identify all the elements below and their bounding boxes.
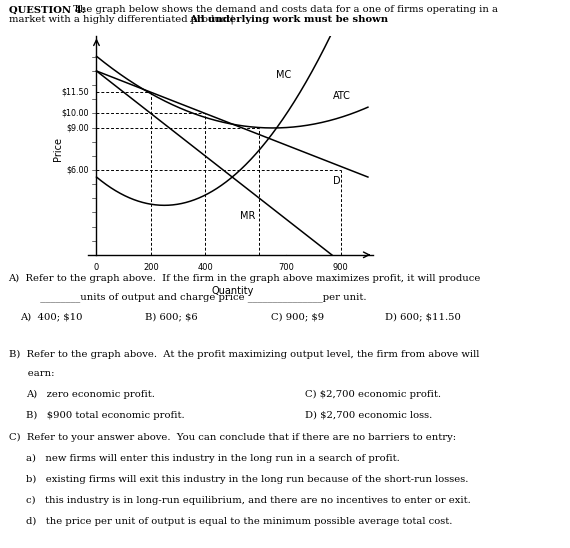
Text: d)   the price per unit of output is equal to the minimum possible average total: d) the price per unit of output is equal… xyxy=(26,517,452,526)
Text: 700: 700 xyxy=(279,263,295,272)
Text: C)  Refer to your answer above.  You can conclude that if there are no barriers : C) Refer to your answer above. You can c… xyxy=(9,433,455,442)
Text: c)   this industry is in long-run equilibrium, and there are no incentives to en: c) this industry is in long-run equilibr… xyxy=(26,496,470,505)
Text: ATC: ATC xyxy=(333,92,351,101)
Text: B)  Refer to the graph above.  At the profit maximizing output level, the firm f: B) Refer to the graph above. At the prof… xyxy=(9,350,479,359)
Text: $11.50: $11.50 xyxy=(61,88,89,96)
Text: C) $2,700 economic profit.: C) $2,700 economic profit. xyxy=(305,390,441,399)
Text: ________units of output and charge price _______________per unit.: ________units of output and charge price… xyxy=(9,293,366,302)
Text: B)   $900 total economic profit.: B) $900 total economic profit. xyxy=(26,410,184,420)
Text: 400: 400 xyxy=(197,263,213,272)
Text: 0: 0 xyxy=(94,263,99,272)
Text: D) $2,700 economic loss.: D) $2,700 economic loss. xyxy=(305,410,432,419)
Text: A)  Refer to the graph above.  If the firm in the graph above maximizes profit, : A) Refer to the graph above. If the firm… xyxy=(9,274,481,283)
Text: All underlying work must be shown: All underlying work must be shown xyxy=(189,15,388,24)
Text: Quantity: Quantity xyxy=(211,286,254,296)
Text: D) 600; $11.50: D) 600; $11.50 xyxy=(385,312,461,322)
Text: QUESTION 4:: QUESTION 4: xyxy=(9,5,85,14)
Text: MR: MR xyxy=(241,212,256,221)
Text: 200: 200 xyxy=(143,263,158,272)
Text: $6.00: $6.00 xyxy=(66,165,89,174)
Text: A)   zero economic profit.: A) zero economic profit. xyxy=(26,390,154,399)
Text: $10.00: $10.00 xyxy=(62,109,89,118)
Text: D: D xyxy=(333,176,340,186)
Text: B) 600; $6: B) 600; $6 xyxy=(145,312,198,322)
Text: 900: 900 xyxy=(333,263,349,272)
Text: a)   new firms will enter this industry in the long run in a search of profit.: a) new firms will enter this industry in… xyxy=(26,454,400,463)
Text: b)   existing firms will exit this industry in the long run because of the short: b) existing firms will exit this industr… xyxy=(26,475,468,484)
Text: earn:: earn: xyxy=(9,369,54,378)
Text: market with a highly differentiated product|: market with a highly differentiated prod… xyxy=(9,15,233,24)
Text: MC: MC xyxy=(276,70,291,80)
Text: Price: Price xyxy=(54,137,63,161)
Text: A)  400; $10: A) 400; $10 xyxy=(20,312,83,322)
Text: The graph below shows the demand and costs data for a one of firms operating in : The graph below shows the demand and cos… xyxy=(70,5,498,14)
Text: $9.00: $9.00 xyxy=(66,123,89,132)
Text: C) 900; $9: C) 900; $9 xyxy=(271,312,324,322)
